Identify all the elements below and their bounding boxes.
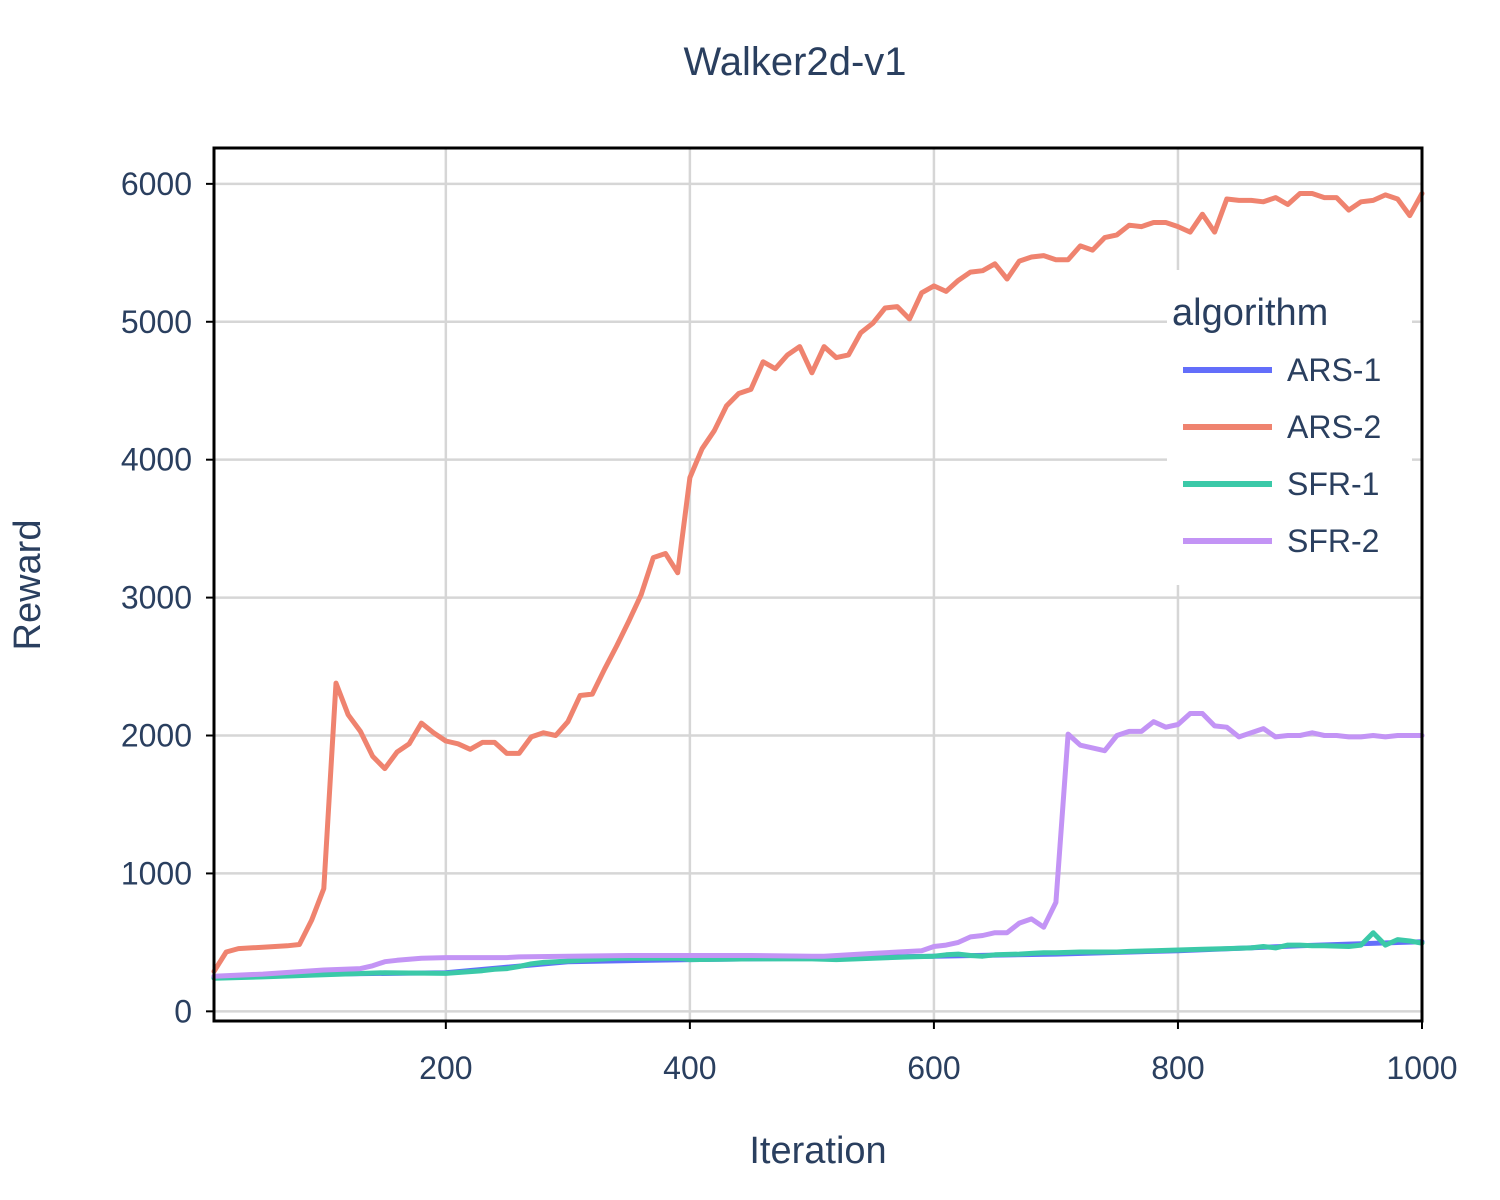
- x-tick-label: 1000: [1386, 1050, 1457, 1086]
- y-axis-title: Reward: [7, 520, 49, 651]
- x-tick-label: 400: [663, 1050, 716, 1086]
- y-tick-label: 2000: [121, 718, 192, 754]
- plot-frame: [212, 146, 1424, 1023]
- y-tick-label: 1000: [121, 855, 192, 891]
- legend-label-sfr-2: SFR-2: [1287, 523, 1379, 559]
- legend-title: algorithm: [1172, 292, 1328, 334]
- series-line-sfr-1: [211, 930, 1425, 981]
- legend-label-sfr-1: SFR-1: [1287, 466, 1379, 502]
- series-line-ars-2: [211, 191, 1425, 974]
- series-line-sfr-2: [211, 711, 1425, 979]
- tick-layer: 200 400 600 800 1000 0 1000 2000 3000 4000 5000 600…: [121, 166, 1458, 1086]
- y-tick-label: 4000: [121, 442, 192, 478]
- series-layer: [211, 191, 1425, 981]
- y-tick-label: 5000: [121, 304, 192, 340]
- x-tick-label: 800: [1151, 1050, 1204, 1086]
- y-tick-label: 3000: [121, 580, 192, 616]
- x-tick-label: 200: [419, 1050, 472, 1086]
- legend-items: ARS-1 ARS-2 SFR-1 SFR-2: [1183, 352, 1381, 559]
- chart-title: Walker2d-v1: [683, 40, 906, 84]
- x-axis-title: Iteration: [749, 1130, 886, 1172]
- legend-label-ars-1: ARS-1: [1287, 352, 1381, 388]
- x-tick-label: 600: [907, 1050, 960, 1086]
- y-tick-label: 0: [174, 993, 192, 1029]
- legend-label-ars-2: ARS-2: [1287, 409, 1381, 445]
- y-tick-label: 6000: [121, 166, 192, 202]
- legend: algorithm ARS-1 ARS-2 SFR-1 SFR-2: [1167, 270, 1412, 585]
